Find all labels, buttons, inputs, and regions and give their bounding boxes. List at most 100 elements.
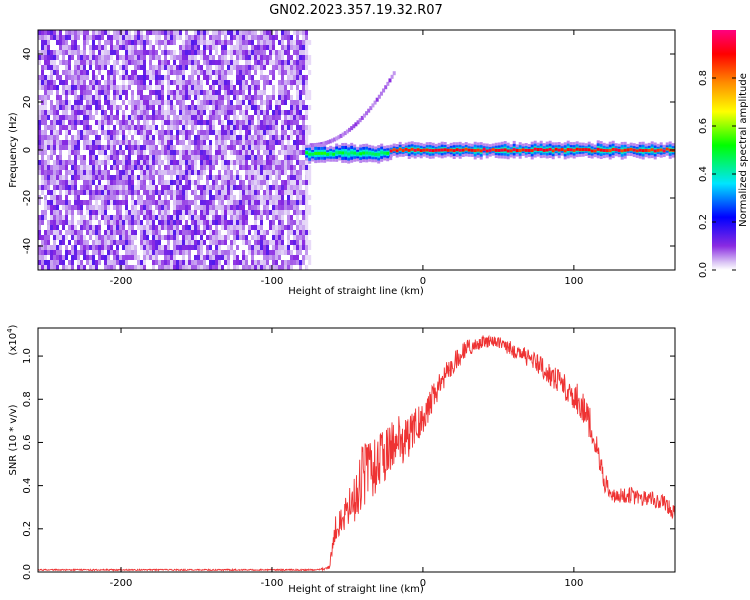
spectrogram-cell bbox=[209, 230, 212, 235]
spectrogram-cell bbox=[116, 115, 119, 120]
spectrogram-cell bbox=[116, 260, 119, 265]
spectrogram-cell bbox=[104, 40, 107, 45]
spectrogram-cell bbox=[272, 185, 275, 190]
spectrogram-cell bbox=[257, 175, 260, 180]
spectrogram-cell bbox=[194, 180, 197, 185]
spectrogram-cell bbox=[182, 95, 185, 100]
spectrogram-cell bbox=[284, 150, 287, 155]
spectrogram-cell bbox=[221, 160, 224, 165]
spectrogram-cell bbox=[290, 125, 293, 130]
spectrogram-cell bbox=[167, 190, 170, 195]
spectrogram-cell bbox=[263, 235, 266, 240]
spectrogram-cell bbox=[371, 152, 375, 156]
spectrogram-cell bbox=[116, 105, 119, 110]
spectrogram-cell bbox=[269, 30, 272, 35]
spectrogram-cell bbox=[47, 40, 50, 45]
spectrogram-cell bbox=[263, 265, 266, 270]
spectrogram-cell bbox=[104, 190, 107, 195]
spectrogram-cell bbox=[146, 165, 149, 170]
spectrogram-cell bbox=[245, 70, 248, 75]
spectrogram-cell bbox=[191, 190, 194, 195]
spectrogram-cell bbox=[98, 100, 101, 105]
spectrogram-cell bbox=[305, 60, 309, 65]
spectrogram-cell bbox=[137, 215, 140, 220]
spectrogram-cell bbox=[158, 190, 161, 195]
spectrogram-cell bbox=[41, 80, 44, 85]
spectrogram-cell bbox=[308, 95, 312, 100]
spectrogram-cell bbox=[197, 220, 200, 225]
spectrogram-cell bbox=[53, 35, 56, 40]
spectrogram-cell bbox=[272, 40, 275, 45]
spectrogram-cell bbox=[305, 95, 309, 100]
spectrogram-cell bbox=[47, 245, 50, 250]
spectrogram-cell bbox=[188, 235, 191, 240]
spectrogram-cell bbox=[215, 95, 218, 100]
spectrogram-cell bbox=[620, 149, 624, 153]
spectrogram-cell bbox=[104, 230, 107, 235]
spectrogram-cell bbox=[245, 235, 248, 240]
spectrogram-cell bbox=[170, 40, 173, 45]
spectrogram-cell bbox=[140, 35, 143, 40]
spectrogram-cell bbox=[134, 45, 137, 50]
spectrogram-cell bbox=[185, 165, 188, 170]
spectrogram-cell bbox=[71, 250, 74, 255]
spectrogram-x-tick-label: 0 bbox=[420, 276, 426, 287]
spectrogram-cell bbox=[146, 240, 149, 245]
spectrogram-cell bbox=[260, 175, 263, 180]
spectrogram-cell bbox=[299, 240, 302, 245]
spectrogram-cell bbox=[98, 205, 101, 210]
spectrogram-cell bbox=[233, 220, 236, 225]
spectrogram-cell bbox=[358, 118, 362, 123]
spectrogram-cell bbox=[65, 85, 68, 90]
spectrogram-cell bbox=[200, 220, 203, 225]
spectrogram-cell bbox=[179, 130, 182, 135]
spectrogram-cell bbox=[233, 235, 236, 240]
spectrogram-cell bbox=[221, 190, 224, 195]
spectrogram-cell bbox=[125, 125, 128, 130]
spectrogram-cell bbox=[98, 160, 101, 165]
spectrogram-cell bbox=[200, 260, 203, 265]
spectrogram-cell bbox=[80, 235, 83, 240]
spectrogram-cell bbox=[41, 110, 44, 115]
spectrogram-cell bbox=[296, 240, 299, 245]
spectrogram-cell bbox=[113, 30, 116, 35]
spectrogram-cell bbox=[89, 115, 92, 120]
spectrogram-cell bbox=[260, 70, 263, 75]
spectrogram-cell bbox=[257, 245, 260, 250]
spectrogram-cell bbox=[53, 170, 56, 175]
spectrogram-cell bbox=[242, 100, 245, 105]
spectrogram-cell bbox=[176, 205, 179, 210]
spectrogram-cell bbox=[44, 35, 47, 40]
spectrogram-cell bbox=[104, 215, 107, 220]
spectrogram-cell bbox=[167, 145, 170, 150]
spectrogram-cell bbox=[182, 250, 185, 255]
spectrogram-cell bbox=[59, 200, 62, 205]
spectrogram-cell bbox=[44, 145, 47, 150]
spectrogram-cell bbox=[38, 55, 41, 60]
spectrogram-cell bbox=[95, 35, 98, 40]
spectrogram-cell bbox=[95, 170, 98, 175]
spectrogram-cell bbox=[236, 185, 239, 190]
spectrogram-cell bbox=[95, 195, 98, 200]
spectrogram-cell bbox=[41, 130, 44, 135]
spectrogram-cell bbox=[176, 260, 179, 265]
snr-y-tick-label: 1.0 bbox=[22, 348, 33, 364]
spectrogram-cell bbox=[173, 155, 176, 160]
spectrogram-cell bbox=[47, 140, 50, 145]
spectrogram-cell bbox=[218, 115, 221, 120]
spectrogram-cell bbox=[119, 85, 122, 90]
spectrogram-cell bbox=[254, 55, 257, 60]
spectrogram-cell bbox=[146, 195, 149, 200]
spectrogram-cell bbox=[74, 95, 77, 100]
spectrogram-cell bbox=[113, 265, 116, 270]
spectrogram-cell bbox=[137, 110, 140, 115]
spectrogram-cell bbox=[194, 65, 197, 70]
spectrogram-cell bbox=[278, 135, 281, 140]
spectrogram-cell bbox=[257, 40, 260, 45]
spectrogram-cell bbox=[131, 195, 134, 200]
spectrogram-cell bbox=[95, 190, 98, 195]
spectrogram-cell bbox=[74, 160, 77, 165]
spectrogram-cell bbox=[281, 140, 284, 145]
spectrogram-cell bbox=[47, 185, 50, 190]
spectrogram-cell bbox=[254, 190, 257, 195]
